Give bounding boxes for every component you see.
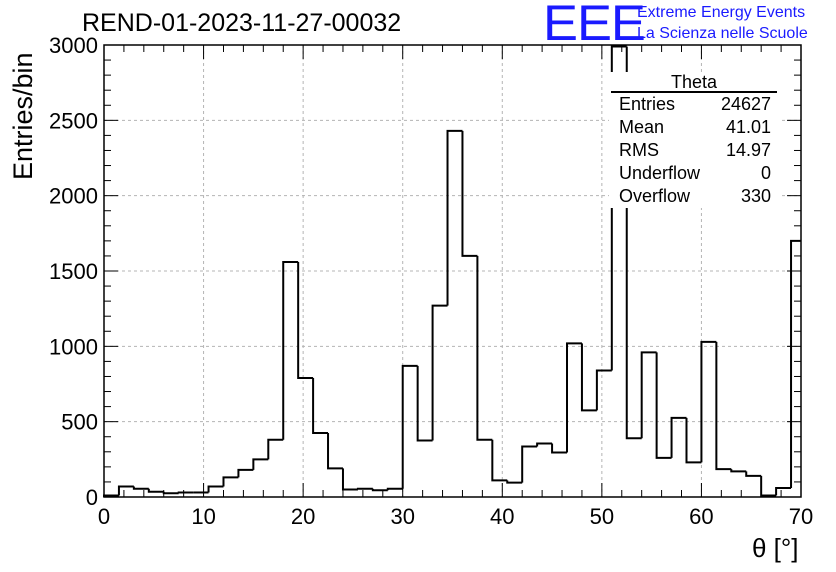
histogram-bin [222,476,239,487]
histogram-bin [252,458,269,470]
histogram-bin [267,438,284,460]
histogram-bin [700,340,717,463]
y-tick-label: 0 [86,485,98,510]
stats-value: 330 [740,186,771,206]
histogram-bin [162,491,179,495]
stats-row-rms: RMS 14.97 [619,140,771,162]
histogram-bin [416,365,433,442]
stats-label: Mean [619,117,665,137]
histogram-bin [730,469,747,473]
stats-box: Theta Entries 24627 Mean 41.01 RMS 14.97… [609,72,779,208]
histogram-bin [521,445,538,483]
histogram-bin [237,468,254,478]
histogram-bin [312,377,329,434]
histogram-bin [356,487,373,490]
histogram-bin [117,485,134,496]
stats-title: Theta [670,72,718,92]
stats-label: Overflow [619,186,691,206]
stats-value: 24627 [720,94,771,114]
stats-row-overflow: Overflow 330 [619,186,771,208]
histogram-bin [132,486,149,490]
stats-label: Entries [619,94,676,114]
logo-line-1: Extreme Energy Events [637,4,806,21]
histogram-bin [506,480,523,484]
histogram-bin [536,442,553,447]
histogram-bin [282,260,299,440]
stats-value: 41.01 [725,117,771,137]
histogram-bin [640,351,657,439]
histogram-bin [297,261,314,379]
x-axis-label: θ [°] [752,533,799,563]
y-tick-label: 500 [61,410,98,435]
histogram-bin [386,487,403,491]
histogram-bin [401,364,418,489]
stats-label: RMS [619,140,659,160]
histogram-bin [446,129,463,306]
histogram-bin [595,369,612,411]
chart-title: REND-01-2023-11-27-00032 [82,9,402,37]
histogram-bin [580,343,597,412]
histogram-bin [207,485,224,493]
histogram-bin [670,416,687,458]
stats-divider [611,91,777,93]
histogram-bin [715,341,732,471]
histogram-bin [551,443,568,454]
x-tick-label: 10 [191,504,215,529]
stats-label: Underflow [619,163,701,183]
x-tick-label: 40 [490,504,514,529]
stats-row-entries: Entries 24627 [619,94,771,116]
x-tick-label: 50 [590,504,614,529]
stats-row-underflow: Underflow 0 [619,163,771,185]
x-tick-label: 60 [689,504,713,529]
stats-row-mean: Mean 41.01 [619,117,771,139]
histogram-bin [775,486,792,496]
histogram-bin [177,491,194,494]
histogram-bin [461,130,478,257]
histogram-bin [655,352,672,459]
y-tick-label: 2500 [49,108,98,133]
y-tick-label: 1500 [49,259,98,284]
histogram-bin [341,468,358,491]
y-tick-label: 3000 [49,33,98,58]
logo-line-2: La Scienza nelle Scuole [637,25,808,42]
x-tick-label: 20 [291,504,315,529]
x-tick-label: 0 [98,504,110,529]
histogram-bin [790,239,801,488]
stats-value: 14.97 [725,140,771,160]
histogram-bin [566,342,582,453]
histogram-bin [685,417,702,464]
histogram-bin [147,488,164,493]
histogram-bin [431,304,448,441]
histogram-bin [491,439,508,482]
histogram-bin [745,471,762,477]
histogram-bin [371,488,388,492]
stats-value: 0 [760,163,771,183]
y-tick-label: 2000 [49,184,98,209]
histogram-bin [476,255,493,441]
y-axis-label: Entries/bin [8,52,38,180]
histogram-bin [760,475,777,497]
histogram-bin [327,432,343,470]
x-tick-label: 70 [789,504,813,529]
x-tick-label: 30 [390,504,414,529]
eee-logo-mark: EEE [543,0,646,51]
y-tick-label: 1000 [49,334,98,359]
